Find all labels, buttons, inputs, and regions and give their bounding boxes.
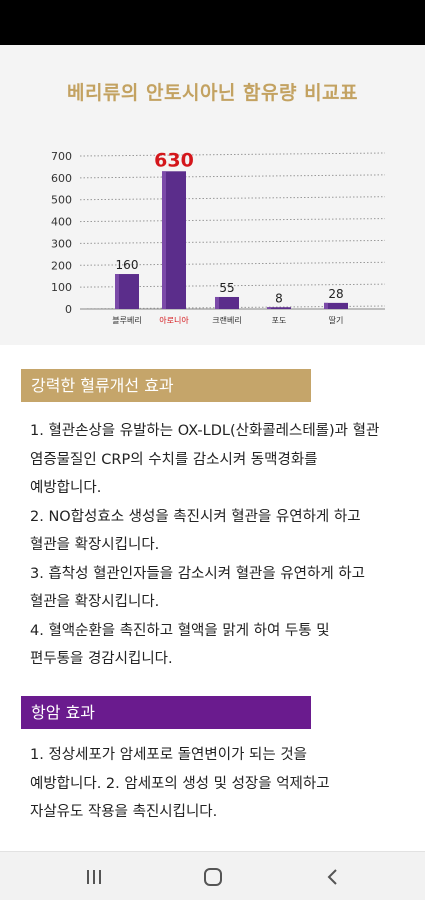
text-line: 1. 정상세포가 암세포로 돌연변이가 되는 것을 xyxy=(30,747,307,763)
data-label: 8 xyxy=(275,291,283,305)
y-tick-label: 400 xyxy=(51,216,72,229)
data-label: 28 xyxy=(328,287,343,301)
y-tick-label: 100 xyxy=(51,281,72,294)
gridline xyxy=(79,196,386,201)
x-tick-label: 포도 xyxy=(272,316,287,325)
bar-highlight xyxy=(215,296,219,309)
gridline xyxy=(79,174,386,179)
x-tick-label: 딸기 xyxy=(329,315,344,325)
recent-apps-icon xyxy=(87,869,101,884)
bar-highlight xyxy=(115,274,119,309)
text-line: 3. 흡착성 혈관인자들을 감소시켜 혈관을 유연하게 하고 xyxy=(30,565,365,582)
anthocyanin-bar-chart: 0 100 200 300 400 500 600 700 160 블루베리 630 아로니아 55 크랜… xyxy=(51,149,386,325)
y-tick-label: 700 xyxy=(51,150,72,163)
bar xyxy=(267,307,291,309)
text-line: 예방합니다. xyxy=(30,480,102,496)
text-line: 4. 혈액순환을 촉진하고 혈액을 맑게 하여 두통 및 xyxy=(30,622,330,639)
text-line: 염증물질인 CRP의 수치를 감소시켜 동맥경화를 xyxy=(30,451,318,468)
x-tick-label: 아로니아 xyxy=(159,315,189,325)
text-line: 자살유도 작용을 촉진시킵니다. xyxy=(30,804,218,820)
data-label: 160 xyxy=(116,258,139,272)
data-label: 55 xyxy=(219,281,234,295)
home-icon xyxy=(204,867,222,886)
section-heading-blood-flow: 강력한 혈류개선 효과 xyxy=(21,369,311,402)
gridline xyxy=(79,218,386,223)
text-line: 편두통을 경감시킵니다. xyxy=(30,651,173,667)
chart-section: 0 100 200 300 400 500 600 700 160 블루베리 630 아로니아 55 크랜… xyxy=(0,45,425,345)
bar xyxy=(324,302,348,309)
bar-highlight xyxy=(267,307,271,309)
text-line: 예방합니다. 2. 암세포의 생성 및 성장을 억제하고 xyxy=(30,775,330,792)
anticancer-description: 1. 정상세포가 암세포로 돌연변이가 되는 것을 예방합니다. 2. 암세포의… xyxy=(30,741,405,827)
home-button[interactable] xyxy=(183,852,243,900)
x-tick-label: 크랜베리 xyxy=(212,315,241,325)
x-tick-label: 블루베리 xyxy=(112,315,141,325)
y-tick-label: 500 xyxy=(51,194,72,207)
back-button[interactable] xyxy=(302,852,362,900)
gridline xyxy=(79,239,386,244)
recent-apps-button[interactable] xyxy=(64,852,124,900)
y-tick-label: 200 xyxy=(51,259,72,272)
chart-title: 베리류의 안토시아닌 함유량 비교표 xyxy=(66,82,359,104)
text-line: 1. 혈관손상을 유발하는 OX-LDL(산화콜레스테롤)과 혈관 xyxy=(30,423,380,439)
back-icon xyxy=(327,868,337,885)
bar-highlight xyxy=(324,302,328,309)
y-tick-label: 0 xyxy=(65,303,72,316)
text-line: 혈관을 확장시킵니다. xyxy=(30,594,160,610)
text-line: 2. NO합성효소 생성을 촉진시켜 혈관을 유연하게 하고 xyxy=(30,508,361,525)
blood-flow-description: 1. 혈관손상을 유발하는 OX-LDL(산화콜레스테롤)과 혈관 염증물질인 … xyxy=(30,417,405,674)
bar-highlight xyxy=(162,171,166,309)
system-navigation-bar xyxy=(0,851,425,900)
y-tick-label: 300 xyxy=(51,237,72,250)
gridline xyxy=(79,152,386,157)
section-heading-anticancer: 항암 효과 xyxy=(21,696,311,729)
bar xyxy=(215,296,239,309)
status-bar xyxy=(0,0,425,45)
data-label: 630 xyxy=(154,149,194,171)
y-tick-label: 600 xyxy=(51,172,72,185)
text-line: 혈관을 확장시킵니다. xyxy=(30,537,160,553)
